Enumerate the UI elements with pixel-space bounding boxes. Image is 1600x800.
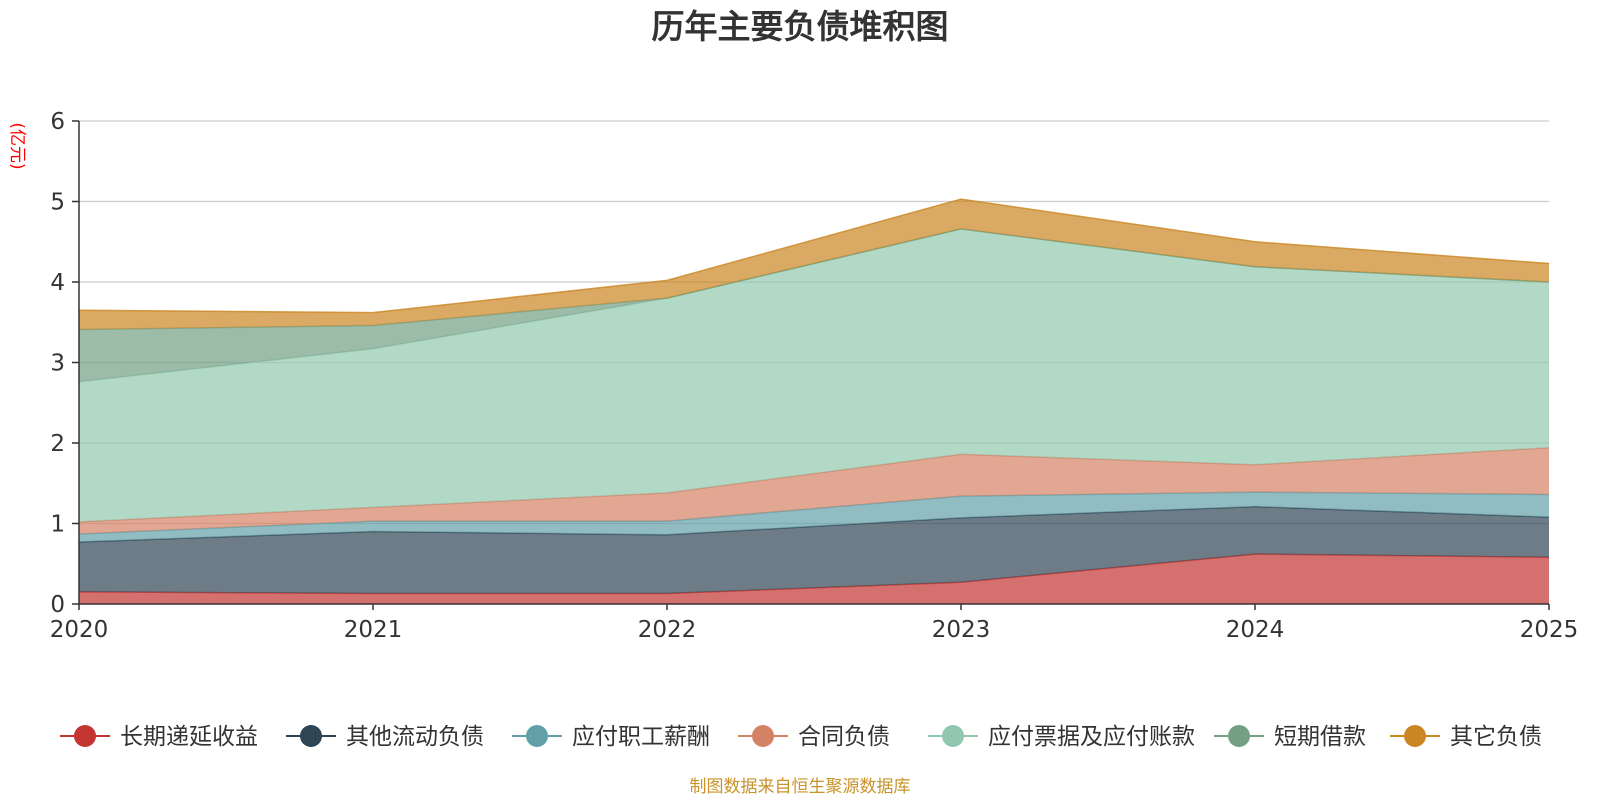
axes: 0 1 2 3 4 5 6 2020 2021 2022 2023 2024 2025 xyxy=(50,109,1579,643)
data-source-note: 制图数据来自恒生聚源数据库 xyxy=(690,777,911,797)
legend-marker-5 xyxy=(1228,725,1250,747)
chart-title: 历年主要负债堆积图 xyxy=(652,7,949,46)
legend-label: 其它负债 xyxy=(1450,724,1542,750)
legend-label: 短期借款 xyxy=(1274,724,1366,750)
area-series-4 xyxy=(79,228,1549,522)
x-tick-label: 2020 xyxy=(50,617,109,643)
legend-marker-4 xyxy=(942,725,964,747)
x-tick-label: 2025 xyxy=(1520,617,1579,643)
series-line-6 xyxy=(78,198,1550,314)
y-tick-label: 5 xyxy=(50,190,65,216)
legend-label: 合同负债 xyxy=(798,724,890,750)
legend-label: 应付票据及应付账款 xyxy=(988,724,1195,750)
legend-marker-2 xyxy=(526,725,548,747)
area-series-3 xyxy=(79,447,1549,534)
legend: 长期递延收益 其他流动负债 应付职工薪酬 合同负债 应付票据及应付账款 短期借款 其它负债 xyxy=(60,724,1542,750)
x-tick-label: 2024 xyxy=(1226,617,1285,643)
y-axis-unit-label: (亿元) xyxy=(7,122,27,169)
area-series-0 xyxy=(79,554,1549,604)
legend-label: 长期递延收益 xyxy=(120,724,258,750)
area-series-2 xyxy=(79,492,1549,542)
y-tick-label: 0 xyxy=(50,592,65,618)
y-tick-label: 2 xyxy=(50,431,65,457)
legend-marker-0 xyxy=(74,725,96,747)
legend-label: 其他流动负债 xyxy=(346,724,484,750)
area-series xyxy=(78,198,1550,604)
legend-marker-1 xyxy=(300,725,322,747)
y-tick-label: 3 xyxy=(50,351,65,377)
legend-marker-6 xyxy=(1404,725,1426,747)
legend-label: 应付职工薪酬 xyxy=(572,724,710,750)
area-series-1 xyxy=(79,506,1549,594)
x-tick-label: 2023 xyxy=(932,617,991,643)
y-tick-label: 1 xyxy=(50,512,65,538)
y-tick-label: 6 xyxy=(50,109,65,135)
x-tick-label: 2021 xyxy=(344,617,403,643)
y-tick-label: 4 xyxy=(50,270,65,296)
legend-marker-3 xyxy=(752,725,774,747)
x-tick-label: 2022 xyxy=(638,617,697,643)
